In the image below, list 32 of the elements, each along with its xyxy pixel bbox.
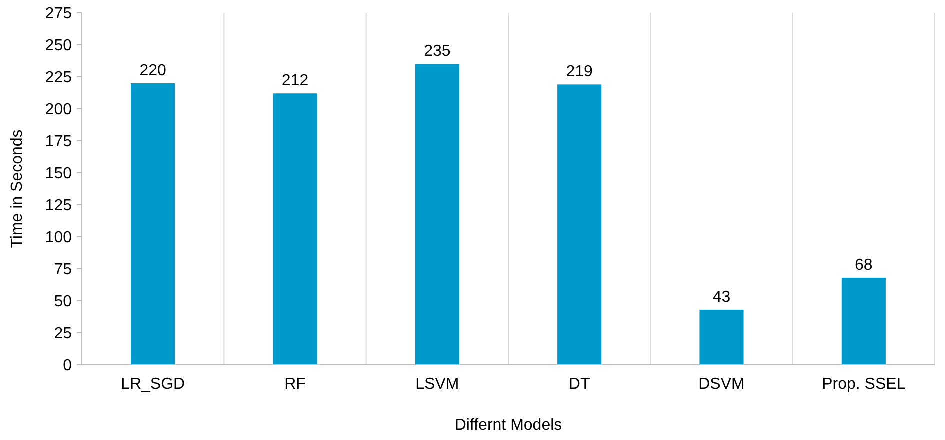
y-tick-label: 225 [45,70,72,87]
y-tick-label: 0 [63,358,72,375]
data-label: 68 [855,256,873,274]
y-axis-title: Time in Seconds [9,130,26,248]
y-tick-label: 125 [45,198,72,215]
data-label: 43 [712,288,731,306]
y-tick-label: 250 [45,38,72,55]
y-tick-label: 100 [45,230,72,247]
bar [842,278,886,365]
bar [131,83,176,365]
y-tick-label: 175 [45,134,72,151]
x-tick-label: LSVM [416,376,460,393]
y-tick-label: 200 [45,102,72,119]
data-label: 220 [140,62,167,80]
x-axis-title: Differnt Models [454,417,562,434]
y-tick-label: 75 [54,262,72,279]
x-tick-label: Prop. SSEL [822,376,906,393]
bar [415,64,460,365]
y-tick-label: 150 [45,166,72,183]
y-tick-label: 50 [54,294,72,311]
bar [700,310,744,365]
x-tick-label: DSVM [698,376,745,393]
bar [273,94,318,365]
x-tick-label: RF [284,376,306,393]
y-tick-label: 275 [45,6,72,23]
data-label: 219 [566,64,594,81]
x-tick-label: DT [568,376,590,393]
bar [558,84,602,365]
x-tick-label: LR_SGD [121,376,186,393]
y-tick-label: 25 [54,326,72,343]
data-label: 235 [424,43,451,60]
data-label: 212 [282,72,309,90]
